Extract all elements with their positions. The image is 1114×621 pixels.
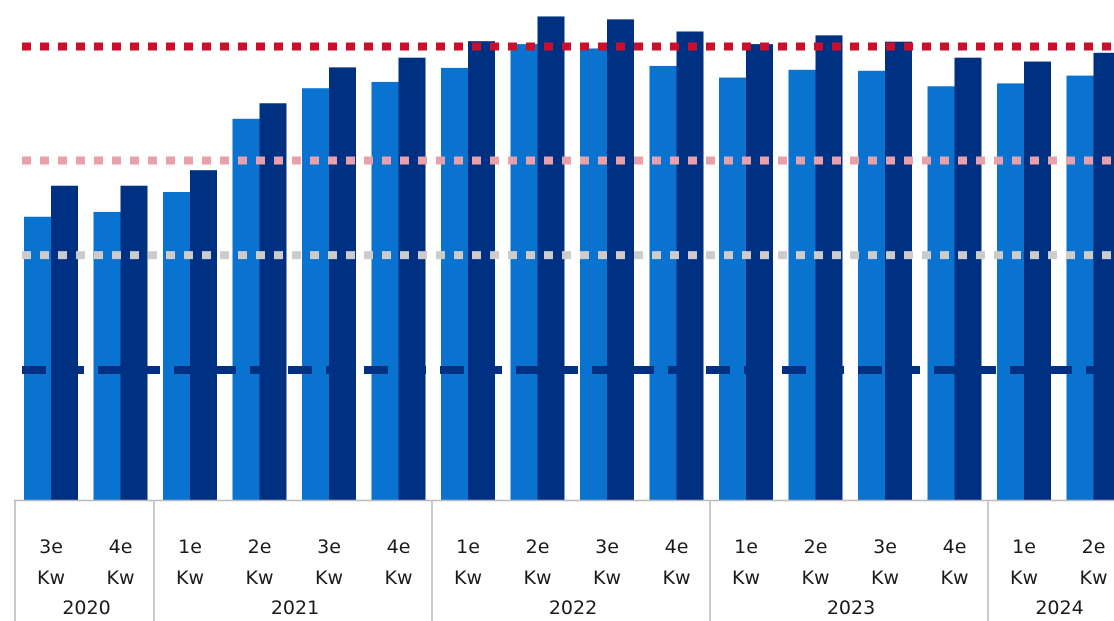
bar-series2-9 [607,19,634,501]
bar-series2-5 [329,67,356,500]
bar-series1-6 [371,81,399,501]
bar-series2-2 [120,185,148,500]
tick-label-quarter-2: 4e [109,536,133,558]
tick-label-unit-12: Kw [802,567,830,589]
bar-series2-15 [1024,61,1051,501]
bar-series1-8 [510,44,538,500]
bar-series1-1 [24,216,51,500]
tick-label-unit-9: Kw [593,567,621,589]
tick-label-quarter-14: 4e [943,536,967,558]
bar-series1-14 [927,86,955,501]
bar-series1-9 [580,48,607,501]
bar-series1-4 [232,118,260,500]
bar-series1-3 [163,192,190,500]
bar-series1-5 [302,88,329,501]
bar-series2-4 [259,103,287,501]
tick-label-quarter-6: 4e [387,536,411,558]
tick-label-quarter-12: 2e [804,536,828,558]
tick-label-quarter-7: 1e [456,536,480,558]
tick-label-unit-15: Kw [1010,567,1038,589]
bar-series2-6 [398,57,426,501]
tick-label-quarter-15: 1e [1012,536,1036,558]
x-tick-labels: 3e Kw 4e Kw 1e Kw 2e Kw 3e Kw 4e Kw 1e Kw 2e Kw 3e Kw 4e Kw… [37,536,1108,589]
tick-label-quarter-13: 3e [873,536,897,558]
x-axis [14,499,1114,621]
bar-series1-15 [997,83,1024,500]
bar-series1-10 [649,65,677,501]
bars [24,16,1114,501]
tick-label-unit-6: Kw [385,567,413,589]
tick-label-unit-14: Kw [941,567,969,589]
year-labels: 2020 2021 2022 2023 2024 [62,597,1083,619]
bar-series1-11 [719,77,746,500]
bar-series1-7 [441,67,468,501]
bar-series1-12 [788,69,816,501]
bar-series2-13 [885,41,912,501]
bar-series2-11 [746,44,773,500]
bar-series1-13 [858,70,885,501]
tick-label-unit-10: Kw [663,567,691,589]
bar-series2-14 [954,57,982,501]
tick-label-unit-1: Kw [37,567,65,589]
tick-label-unit-4: Kw [246,567,274,589]
tick-label-unit-5: Kw [315,567,343,589]
bar-series2-16 [1093,52,1114,501]
tick-label-unit-3: Kw [176,567,204,589]
tick-label-unit-2: Kw [107,567,135,589]
tick-label-quarter-5: 3e [317,536,341,558]
tick-label-unit-16: Kw [1080,567,1108,589]
year-label-2: 2021 [271,597,319,619]
tick-label-quarter-1: 3e [39,536,63,558]
bar-series2-10 [676,31,704,501]
tick-label-quarter-8: 2e [526,536,550,558]
year-label-3: 2022 [549,597,597,619]
tick-label-quarter-11: 1e [734,536,758,558]
tick-label-quarter-3: 1e [178,536,202,558]
tick-label-quarter-10: 4e [665,536,689,558]
tick-label-quarter-9: 3e [595,536,619,558]
reference-lines [22,42,1114,375]
tick-label-quarter-16: 2e [1082,536,1106,558]
bar-series2-12 [815,35,843,501]
bar-series2-3 [190,170,217,500]
year-label-1: 2020 [62,597,110,619]
tick-label-unit-13: Kw [871,567,899,589]
tick-label-unit-8: Kw [524,567,552,589]
bar-series1-16 [1066,75,1094,500]
tick-label-unit-7: Kw [454,567,482,589]
year-label-4: 2023 [827,597,875,619]
year-label-5: 2024 [1035,597,1083,619]
tick-label-unit-11: Kw [732,567,760,589]
tick-label-quarter-4: 2e [248,536,272,558]
bar-series1-2 [93,211,121,500]
bar-series2-7 [468,41,495,500]
bar-series2-1 [51,185,78,500]
